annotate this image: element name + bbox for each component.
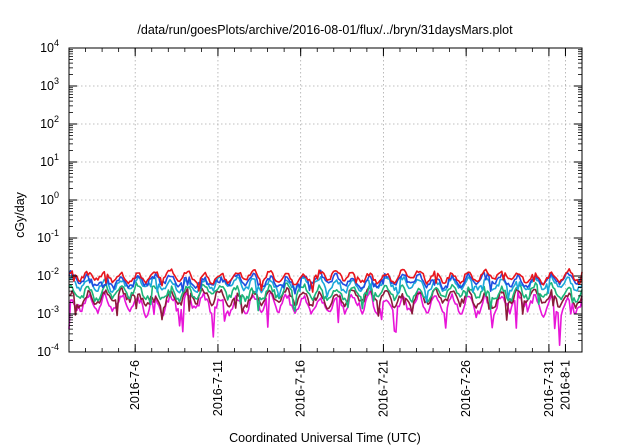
x-tick-label: 2016-8-1 — [558, 360, 572, 410]
chart-title: /data/run/goesPlots/archive/2016-08-01/f… — [137, 23, 513, 37]
y-tick-label: 103 — [40, 76, 59, 93]
y-tick-label: 10-4 — [37, 342, 59, 359]
y-tick-label-base: 10 — [40, 117, 54, 131]
x-tick-label: 2016-7-16 — [294, 360, 308, 417]
x-axis-label: Coordinated Universal Time (UTC) — [229, 431, 421, 445]
y-axis-label: cGy/day — [13, 191, 27, 238]
series-line — [69, 286, 583, 321]
x-tick-label: 2016-7-11 — [211, 360, 225, 416]
y-tick-label: 10-3 — [37, 304, 59, 321]
series-line — [68, 269, 583, 295]
y-tick-label-exponent: -3 — [51, 304, 59, 314]
series-line — [68, 267, 583, 293]
y-tick-label: 10-1 — [37, 228, 59, 245]
y-tick-label-exponent: 4 — [54, 38, 59, 48]
y-tick-label-exponent: 3 — [54, 76, 59, 86]
x-tick-label: 2016-7-6 — [128, 360, 142, 410]
y-tick-label-base: 10 — [37, 269, 51, 283]
y-tick-label-base: 10 — [40, 155, 54, 169]
y-tick-label-exponent: -4 — [51, 342, 59, 352]
y-tick-label: 104 — [40, 38, 59, 55]
y-tick-label: 100 — [40, 190, 59, 207]
y-tick-label-exponent: -1 — [51, 228, 59, 238]
y-tick-label-base: 10 — [40, 79, 54, 93]
series-layer — [68, 267, 583, 347]
y-tick-label-exponent: 1 — [54, 152, 59, 162]
y-tick-label-base: 10 — [37, 307, 51, 321]
y-tick-label-exponent: -2 — [51, 266, 59, 276]
y-tick-label: 10-2 — [37, 266, 59, 283]
x-tick-label: 2016-7-21 — [376, 360, 390, 417]
y-tick-label-base: 10 — [37, 345, 51, 359]
y-tick-label-exponent: 0 — [54, 190, 59, 200]
x-tick-label: 2016-7-31 — [542, 360, 556, 417]
y-tick-label-base: 10 — [40, 193, 54, 207]
series-line — [68, 281, 583, 312]
y-tick-label-base: 10 — [37, 231, 51, 245]
series-line — [68, 289, 583, 347]
y-tick-label-exponent: 2 — [54, 114, 59, 124]
y-tick-label-base: 10 — [40, 41, 54, 55]
x-ticks: 2016-7-6 2016-7-11 2016-7-16 2016-7-21 2016-… — [85, 48, 572, 417]
x-tick-label: 2016-7-26 — [459, 360, 473, 417]
y-tick-label: 101 — [40, 152, 59, 169]
y-tick-label: 102 — [40, 114, 59, 131]
